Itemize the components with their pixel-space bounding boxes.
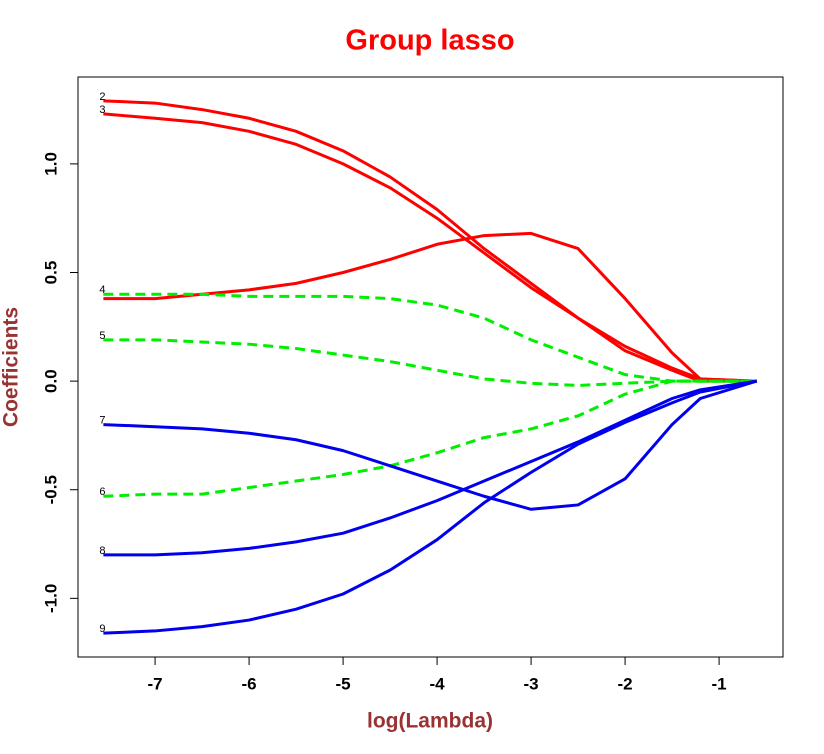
chart-title: Group lasso [345, 25, 514, 57]
x-tick-label: -6 [242, 674, 257, 693]
series-label: 5 [99, 330, 105, 342]
y-tick-label: 0.0 [41, 369, 60, 393]
series-line [103, 231, 757, 383]
x-tick-label: -3 [524, 674, 539, 693]
series-label: 4 [99, 284, 105, 296]
y-axis-label: Coefficients [0, 307, 23, 427]
y-tick-label: 1.0 [41, 152, 60, 176]
series-label: 2 [99, 91, 105, 103]
x-axis-label: log(Lambda) [367, 710, 493, 733]
series-line [103, 379, 757, 635]
x-tick-label: -4 [430, 674, 446, 693]
y-tick-label: -1.0 [41, 584, 60, 613]
x-tick-label: -1 [712, 674, 727, 693]
series-line [103, 338, 757, 387]
plot-frame [77, 76, 784, 658]
y-tick-label: 0.5 [41, 261, 60, 285]
series-label: 3 [99, 104, 105, 116]
series-line [103, 292, 757, 383]
series-line [103, 112, 757, 383]
series-label: 9 [99, 623, 105, 635]
series-line [103, 379, 758, 511]
series-label: 8 [99, 545, 105, 557]
x-tick-label: -2 [618, 674, 633, 693]
series-label: 6 [99, 486, 105, 498]
series-label: 7 [99, 414, 105, 426]
series-line [103, 379, 757, 498]
series-line [103, 379, 757, 557]
series-line [103, 99, 757, 383]
x-tick-label: -7 [148, 674, 163, 693]
y-tick-label: -0.5 [41, 475, 60, 504]
x-tick-label: -5 [336, 674, 351, 693]
